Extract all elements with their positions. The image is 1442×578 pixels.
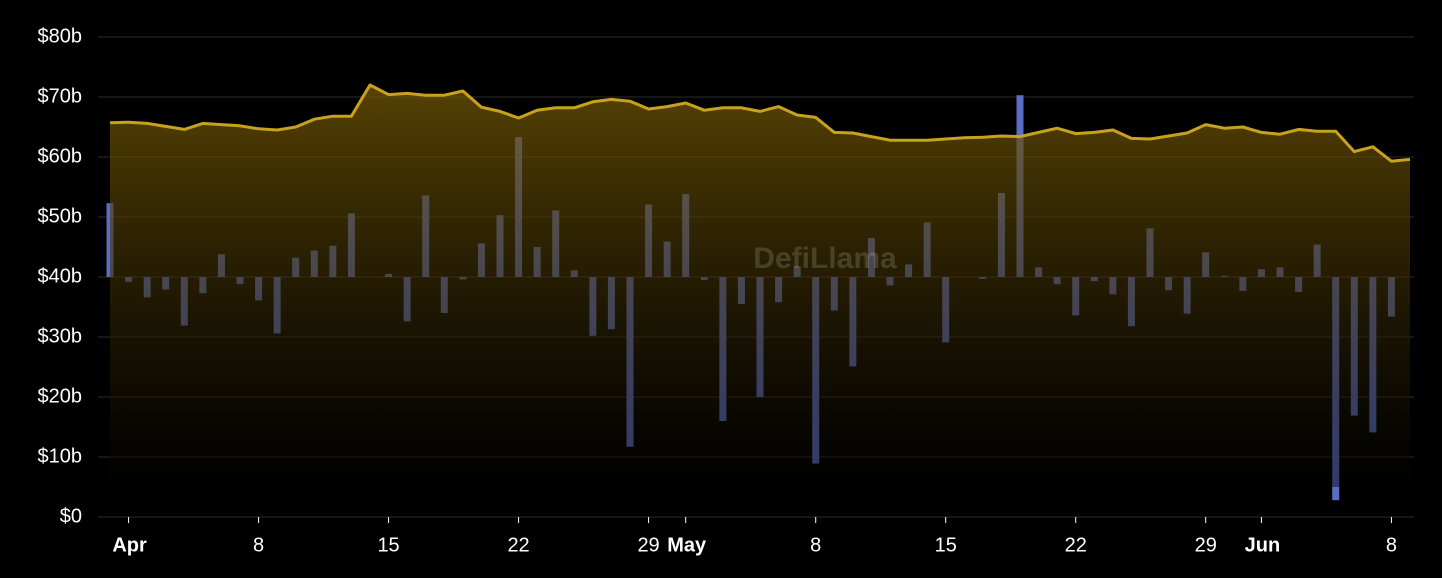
y-tick-label: $50b — [38, 205, 83, 227]
y-tick-label: $70b — [38, 85, 83, 107]
watermark: DefiLlama — [753, 242, 897, 275]
y-tick-label: $40b — [38, 265, 83, 287]
x-tick-label: 29 — [1195, 534, 1217, 556]
y-tick-label: $30b — [38, 325, 83, 347]
x-tick-label: Jun — [1245, 534, 1281, 556]
y-tick-label: $80b — [38, 25, 83, 47]
labels: $0 $10b $20b $30b $40b $50b $60b $70b $80b Apr 8 15… — [38, 25, 1397, 556]
x-tick-label: May — [667, 534, 707, 556]
y-tick-label: $20b — [38, 385, 83, 407]
y-tick-label: $10b — [38, 445, 83, 467]
x-tick-label: 8 — [1386, 534, 1397, 556]
area-line — [109, 83, 1411, 163]
x-tick-label: 15 — [935, 534, 957, 556]
area-fill — [110, 85, 1410, 487]
x-tick-label: 8 — [253, 534, 264, 556]
x-tick-label: 22 — [1065, 534, 1087, 556]
y-tick-label: $0 — [60, 505, 82, 527]
x-tick-label: Apr — [112, 534, 147, 556]
x-tick-label: 29 — [637, 534, 659, 556]
x-tick-label: 22 — [507, 534, 529, 556]
y-tick-label: $60b — [38, 145, 83, 167]
x-tick-label: 8 — [810, 534, 821, 556]
x-tick-label: 15 — [377, 534, 399, 556]
area-layer — [109, 83, 1411, 487]
